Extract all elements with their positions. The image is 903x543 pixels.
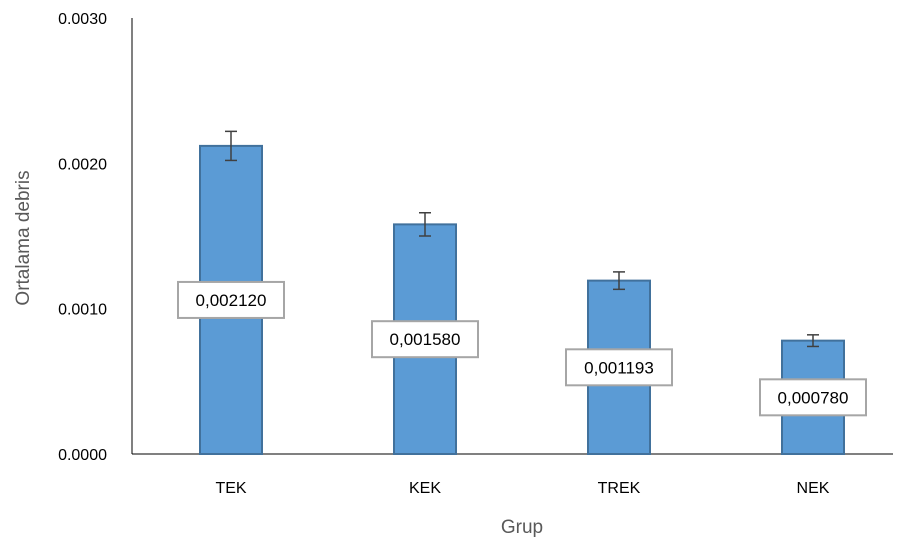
y-axis-ticks: 0.0000 0.0010 0.0020 0.0030 bbox=[58, 11, 107, 464]
data-label: 0,000780 bbox=[759, 378, 867, 417]
error-bar bbox=[419, 211, 431, 237]
data-label-text: 0,000780 bbox=[778, 388, 849, 407]
error-bar bbox=[807, 334, 819, 348]
y-tick-label: 0.0010 bbox=[58, 302, 107, 319]
data-label-text: 0,001193 bbox=[584, 358, 654, 377]
y-tick-label: 0.0020 bbox=[58, 156, 107, 173]
y-tick-label: 0.0000 bbox=[58, 447, 107, 464]
x-tick-label: KEK bbox=[409, 480, 441, 497]
error-bar bbox=[225, 130, 237, 162]
x-axis-ticks: TEK KEK TREK NEK bbox=[215, 480, 829, 497]
data-label: 0,001580 bbox=[371, 320, 479, 359]
y-axis-title: Ortalama debris bbox=[13, 170, 34, 305]
data-label-text: 0,002120 bbox=[196, 291, 267, 310]
data-label: 0,002120 bbox=[177, 280, 285, 319]
y-tick-label: 0.0030 bbox=[58, 11, 107, 28]
data-label: 0,001193 bbox=[565, 348, 673, 387]
x-tick-label: TREK bbox=[598, 480, 641, 497]
data-label-text: 0,001580 bbox=[390, 330, 461, 349]
x-axis-title: Grup bbox=[501, 517, 543, 538]
error-bar bbox=[613, 271, 625, 291]
x-tick-label: TEK bbox=[215, 480, 246, 497]
bars: 0,002120 0,001580 0,001193 0,000780 bbox=[177, 130, 867, 456]
x-tick-label: NEK bbox=[797, 480, 830, 497]
